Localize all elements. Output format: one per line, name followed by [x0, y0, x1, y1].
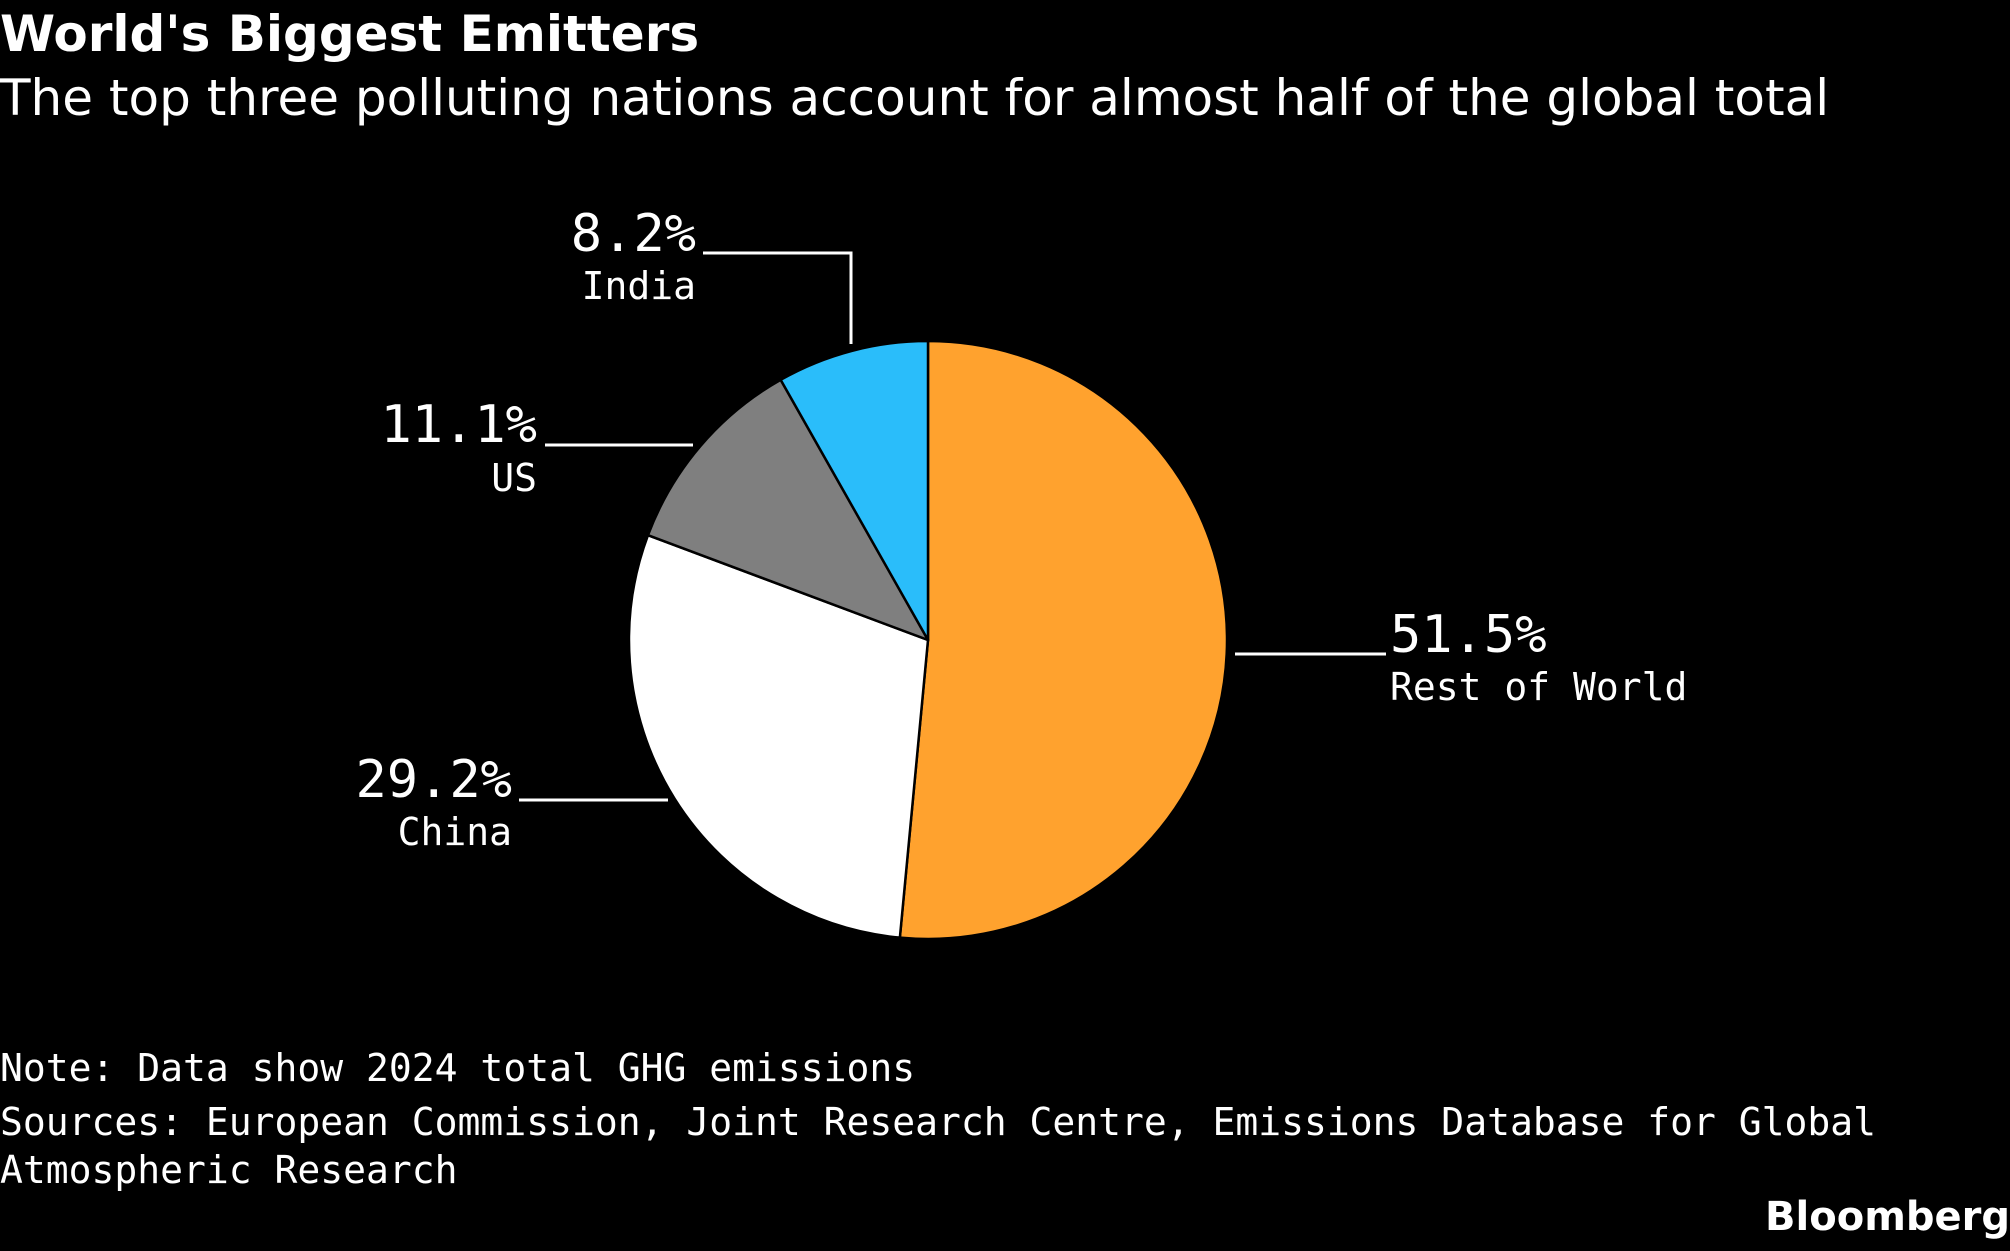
pie-slice-india	[779, 339, 930, 642]
slice-category-label-india: India	[582, 264, 696, 308]
chart-subtitle: The top three polluting nations account …	[0, 69, 1830, 127]
leader-lines	[519, 251, 1386, 802]
chart-sources: Sources: European Commission, Joint Rese…	[0, 1100, 1876, 1192]
slice-category-label-china: China	[398, 810, 512, 854]
slice-category-label-rest-of-world: Rest of World	[1390, 665, 1687, 709]
slice-value-label-india: 8.2%	[571, 204, 696, 264]
pie-slices	[627, 339, 1229, 941]
leader-line-india	[703, 251, 853, 344]
bloomberg-logo: Bloomberg	[1765, 1194, 2010, 1240]
slice-category-label-us: US	[491, 456, 537, 500]
slice-labels: 51.5%Rest of World 29.2%China 11.1%US 8.2%I…	[355, 204, 1687, 854]
pie-slice-rest-of-world	[898, 339, 1229, 941]
pie-chart: 51.5%Rest of World 29.2%China 11.1%US 8.2%I…	[355, 204, 1687, 941]
chart-note: Note: Data show 2024 total GHG emissions	[0, 1046, 916, 1090]
slice-value-label-rest-of-world: 51.5%	[1390, 605, 1547, 665]
slice-value-label-us: 11.1%	[380, 395, 537, 455]
pie-slice-china	[627, 533, 930, 939]
pie-slice-us	[646, 378, 930, 642]
slice-value-label-china: 29.2%	[355, 750, 512, 810]
chart-title: World's Biggest Emitters	[0, 5, 700, 63]
